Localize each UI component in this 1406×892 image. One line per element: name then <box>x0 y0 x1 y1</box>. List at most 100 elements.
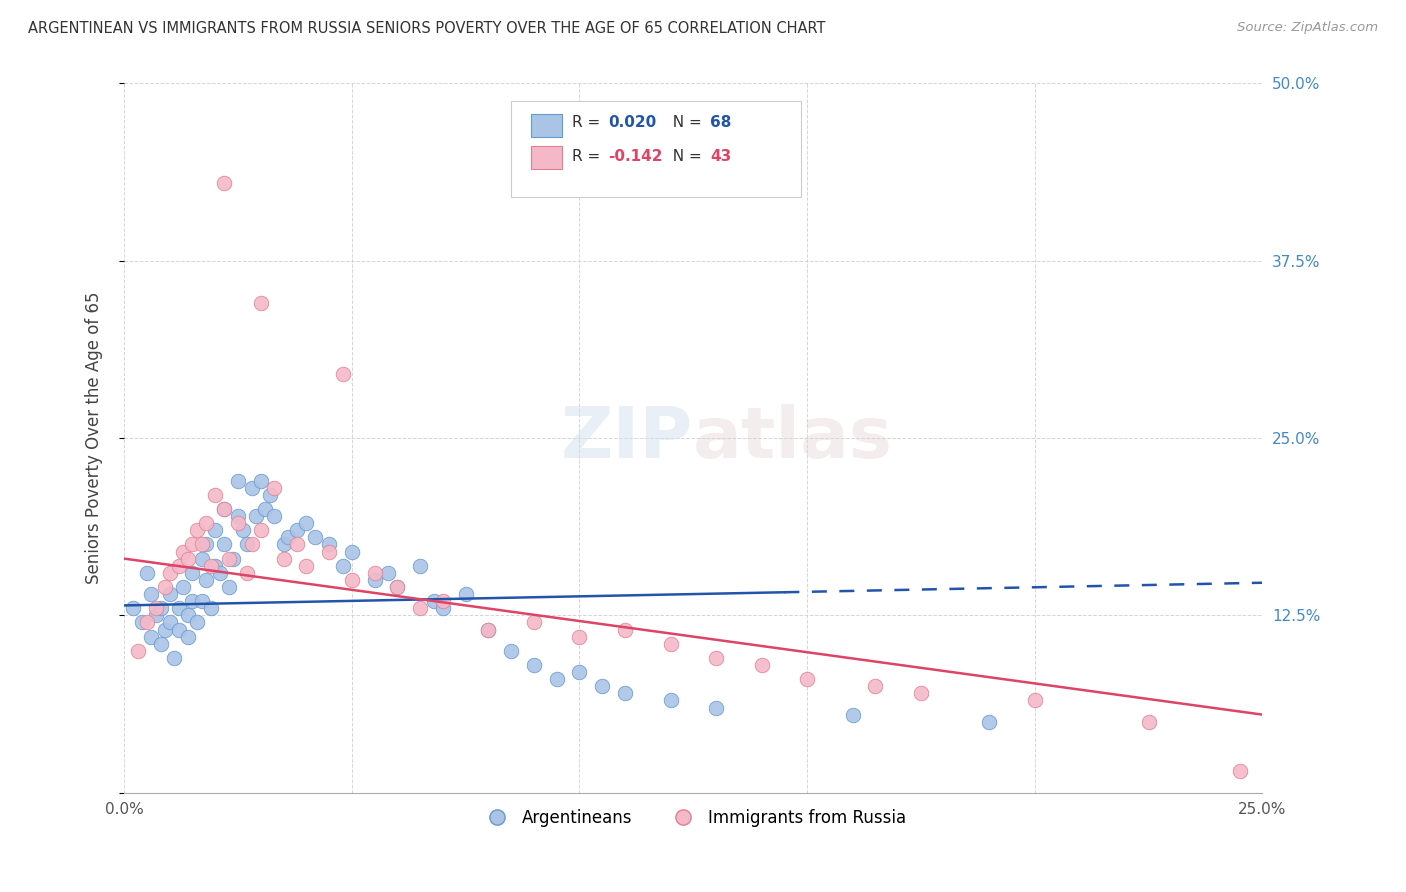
Point <box>135 566 157 580</box>
Point <box>523 615 546 630</box>
Point <box>186 615 208 630</box>
Point <box>195 516 218 530</box>
Point <box>568 630 591 644</box>
Point <box>222 551 245 566</box>
Point <box>145 608 167 623</box>
Point <box>285 523 308 537</box>
Point <box>153 623 176 637</box>
Point <box>332 558 354 573</box>
Point <box>387 580 409 594</box>
Point <box>149 637 172 651</box>
Point <box>159 615 181 630</box>
Point <box>226 516 249 530</box>
Point <box>614 623 637 637</box>
Point <box>477 623 499 637</box>
Point <box>409 558 432 573</box>
Text: atlas: atlas <box>693 403 893 473</box>
Text: Source: ZipAtlas.com: Source: ZipAtlas.com <box>1237 21 1378 34</box>
FancyBboxPatch shape <box>530 114 562 136</box>
Point <box>377 566 399 580</box>
Point <box>145 601 167 615</box>
Point <box>546 672 568 686</box>
Point <box>181 594 204 608</box>
Legend: Argentineans, Immigrants from Russia: Argentineans, Immigrants from Russia <box>474 803 912 834</box>
Point <box>204 523 226 537</box>
Point <box>277 530 299 544</box>
Point <box>226 509 249 524</box>
Point <box>501 644 523 658</box>
Point <box>259 488 281 502</box>
Point <box>387 580 409 594</box>
Point <box>910 686 932 700</box>
Point <box>865 679 887 693</box>
Point <box>127 644 149 658</box>
Point <box>704 651 727 665</box>
Point <box>659 637 682 651</box>
Text: N =: N = <box>662 149 706 164</box>
Point <box>190 551 212 566</box>
Point <box>200 558 222 573</box>
Point <box>177 608 200 623</box>
Point <box>432 594 454 608</box>
Point <box>363 566 385 580</box>
Point <box>263 481 285 495</box>
Point <box>568 665 591 679</box>
Point <box>190 594 212 608</box>
Point <box>614 686 637 700</box>
Point <box>195 537 218 551</box>
Point <box>273 537 295 551</box>
Point <box>318 537 340 551</box>
Point <box>200 601 222 615</box>
Point <box>841 707 863 722</box>
Point <box>135 615 157 630</box>
Point <box>236 537 259 551</box>
Point <box>177 551 200 566</box>
Text: -0.142: -0.142 <box>607 149 662 164</box>
Point <box>432 601 454 615</box>
Point <box>153 580 176 594</box>
Text: ARGENTINEAN VS IMMIGRANTS FROM RUSSIA SENIORS POVERTY OVER THE AGE OF 65 CORRELA: ARGENTINEAN VS IMMIGRANTS FROM RUSSIA SE… <box>28 21 825 36</box>
Point <box>214 176 236 190</box>
Point <box>167 601 190 615</box>
Point <box>172 580 194 594</box>
Point <box>454 587 477 601</box>
Point <box>273 551 295 566</box>
Text: 68: 68 <box>710 115 731 130</box>
Point <box>796 672 818 686</box>
Point <box>141 587 163 601</box>
Point <box>659 693 682 707</box>
Text: N =: N = <box>662 115 706 130</box>
Point <box>249 474 271 488</box>
Point <box>218 551 240 566</box>
Point <box>304 530 326 544</box>
Point <box>149 601 172 615</box>
Point <box>141 630 163 644</box>
Point <box>477 623 499 637</box>
Point <box>208 566 231 580</box>
Point <box>704 700 727 714</box>
Point <box>131 615 153 630</box>
Point <box>979 714 1001 729</box>
Point <box>318 544 340 558</box>
Point <box>1137 714 1160 729</box>
Point <box>285 537 308 551</box>
Point <box>751 658 773 673</box>
Point <box>332 368 354 382</box>
Text: 43: 43 <box>710 149 731 164</box>
Point <box>263 509 285 524</box>
Text: ZIP: ZIP <box>561 403 693 473</box>
Point <box>245 509 267 524</box>
Point <box>231 523 253 537</box>
Point <box>177 630 200 644</box>
Point <box>254 502 277 516</box>
Point <box>1024 693 1046 707</box>
Point <box>181 566 204 580</box>
Point <box>214 502 236 516</box>
Point <box>295 558 318 573</box>
Point <box>172 544 194 558</box>
Point <box>423 594 446 608</box>
Point <box>159 566 181 580</box>
Point <box>249 296 271 310</box>
Point <box>204 488 226 502</box>
Point <box>409 601 432 615</box>
